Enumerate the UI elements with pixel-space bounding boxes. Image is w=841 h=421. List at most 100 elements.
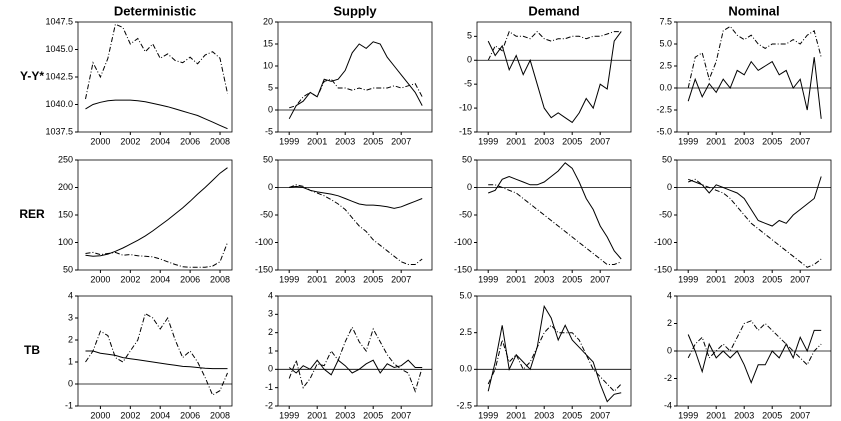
x-tick-label: 1999 xyxy=(678,274,698,284)
x-tick-label: 2007 xyxy=(790,136,810,146)
y-tick-label: 4 xyxy=(268,290,273,300)
y-tick-label: 0 xyxy=(268,104,273,114)
x-tick-label: 2001 xyxy=(706,136,726,146)
panel-frame xyxy=(77,159,233,271)
y-tick-label: 0 xyxy=(268,182,273,192)
series-line xyxy=(85,99,228,130)
series-line xyxy=(488,184,622,265)
series-line xyxy=(688,178,822,268)
x-tick-label: 2003 xyxy=(734,410,754,420)
panel-frame xyxy=(277,295,433,407)
y-tick-label: 1042.5 xyxy=(45,71,73,81)
x-tick-label: 2001 xyxy=(506,274,526,284)
x-tick-label: 2005 xyxy=(562,136,582,146)
series-line xyxy=(687,329,822,384)
x-tick-label: 1999 xyxy=(478,136,498,146)
y-tick-label: 0 xyxy=(667,345,672,355)
panel-frame xyxy=(676,21,832,133)
x-tick-label: 2006 xyxy=(180,136,200,146)
x-tick-label: 2001 xyxy=(506,136,526,146)
plot xyxy=(677,320,831,384)
y-tick-label: -50 xyxy=(659,209,672,219)
x-tick-label: 2001 xyxy=(506,410,526,420)
series-line xyxy=(85,350,228,370)
panel-title: Nominal xyxy=(728,3,779,18)
series-line xyxy=(288,41,423,120)
panel-title: Supply xyxy=(333,3,377,18)
x-tick-label: 2005 xyxy=(762,410,782,420)
plot xyxy=(278,41,432,120)
x-tick-label: 2001 xyxy=(307,410,327,420)
y-tick-label: 0 xyxy=(467,55,472,65)
x-tick-label: 2007 xyxy=(590,136,610,146)
y-tick-label: -100 xyxy=(255,237,273,247)
plot xyxy=(677,176,831,268)
x-tick-label: 2005 xyxy=(562,274,582,284)
x-tick-label: 1999 xyxy=(279,274,299,284)
x-tick-label: 2004 xyxy=(150,274,170,284)
x-tick-label: 2001 xyxy=(706,410,726,420)
panel-frame xyxy=(77,21,233,133)
y-tick-label: -150 xyxy=(454,264,472,274)
x-tick-label: 2003 xyxy=(534,410,554,420)
x-tick-label: 2000 xyxy=(90,410,110,420)
y-tick-label: 15 xyxy=(263,38,273,48)
x-tick-label: 2004 xyxy=(150,410,170,420)
y-tick-label: 7.5 xyxy=(659,16,672,26)
x-tick-label: 2002 xyxy=(120,274,140,284)
x-tick-label: 2007 xyxy=(590,274,610,284)
series-line xyxy=(688,176,822,227)
y-tick-label: -4 xyxy=(664,400,672,410)
y-tick-label: 2 xyxy=(268,327,273,337)
series-line xyxy=(487,31,622,124)
y-tick-label: 10 xyxy=(263,60,273,70)
y-tick-label: -10 xyxy=(459,102,472,112)
y-tick-label: 4 xyxy=(667,290,672,300)
series-line xyxy=(289,184,423,265)
series-line xyxy=(487,304,622,403)
series-line xyxy=(687,320,822,366)
y-tick-label: 0 xyxy=(667,182,672,192)
y-tick-label: 2.5 xyxy=(459,327,472,337)
y-tick-label: 0 xyxy=(467,182,472,192)
x-tick-label: 2007 xyxy=(391,136,411,146)
plot xyxy=(278,184,432,265)
y-tick-label: -50 xyxy=(260,209,273,219)
y-tick-label: -5 xyxy=(265,126,273,136)
x-tick-label: 2003 xyxy=(734,136,754,146)
y-tick-label: -50 xyxy=(459,209,472,219)
x-tick-label: 2008 xyxy=(210,410,230,420)
x-tick-label: 1999 xyxy=(478,410,498,420)
x-tick-label: 2004 xyxy=(150,136,170,146)
x-tick-label: 1999 xyxy=(279,410,299,420)
y-tick-label: 2.5 xyxy=(659,60,672,70)
y-tick-label: 1040.0 xyxy=(45,99,73,109)
series-line xyxy=(85,312,228,396)
plot xyxy=(78,312,232,396)
y-tick-label: -1 xyxy=(65,400,73,410)
panel-frame xyxy=(476,21,632,133)
x-tick-label: 2008 xyxy=(210,274,230,284)
y-tick-label: -15 xyxy=(459,126,472,136)
y-tick-label: 1 xyxy=(268,345,273,355)
y-tick-label: -5.0 xyxy=(656,126,672,136)
y-tick-label: 50 xyxy=(462,154,472,164)
x-tick-label: 2001 xyxy=(307,136,327,146)
y-tick-label: 3 xyxy=(268,309,273,319)
y-tick-label: -2 xyxy=(265,400,273,410)
panel-title: Demand xyxy=(528,3,579,18)
plot xyxy=(477,30,631,124)
y-tick-label: -100 xyxy=(654,237,672,247)
y-tick-label: -100 xyxy=(454,237,472,247)
series-line xyxy=(487,324,622,393)
row-label: Y-Y* xyxy=(20,69,44,83)
x-tick-label: 2002 xyxy=(120,136,140,146)
y-tick-label: 0 xyxy=(268,364,273,374)
x-tick-label: 2001 xyxy=(307,274,327,284)
x-tick-label: 2001 xyxy=(706,274,726,284)
y-tick-label: -1 xyxy=(265,382,273,392)
y-tick-label: 5 xyxy=(467,31,472,41)
x-tick-label: 2008 xyxy=(210,136,230,146)
x-tick-label: 2005 xyxy=(762,274,782,284)
x-tick-label: 2003 xyxy=(534,274,554,284)
